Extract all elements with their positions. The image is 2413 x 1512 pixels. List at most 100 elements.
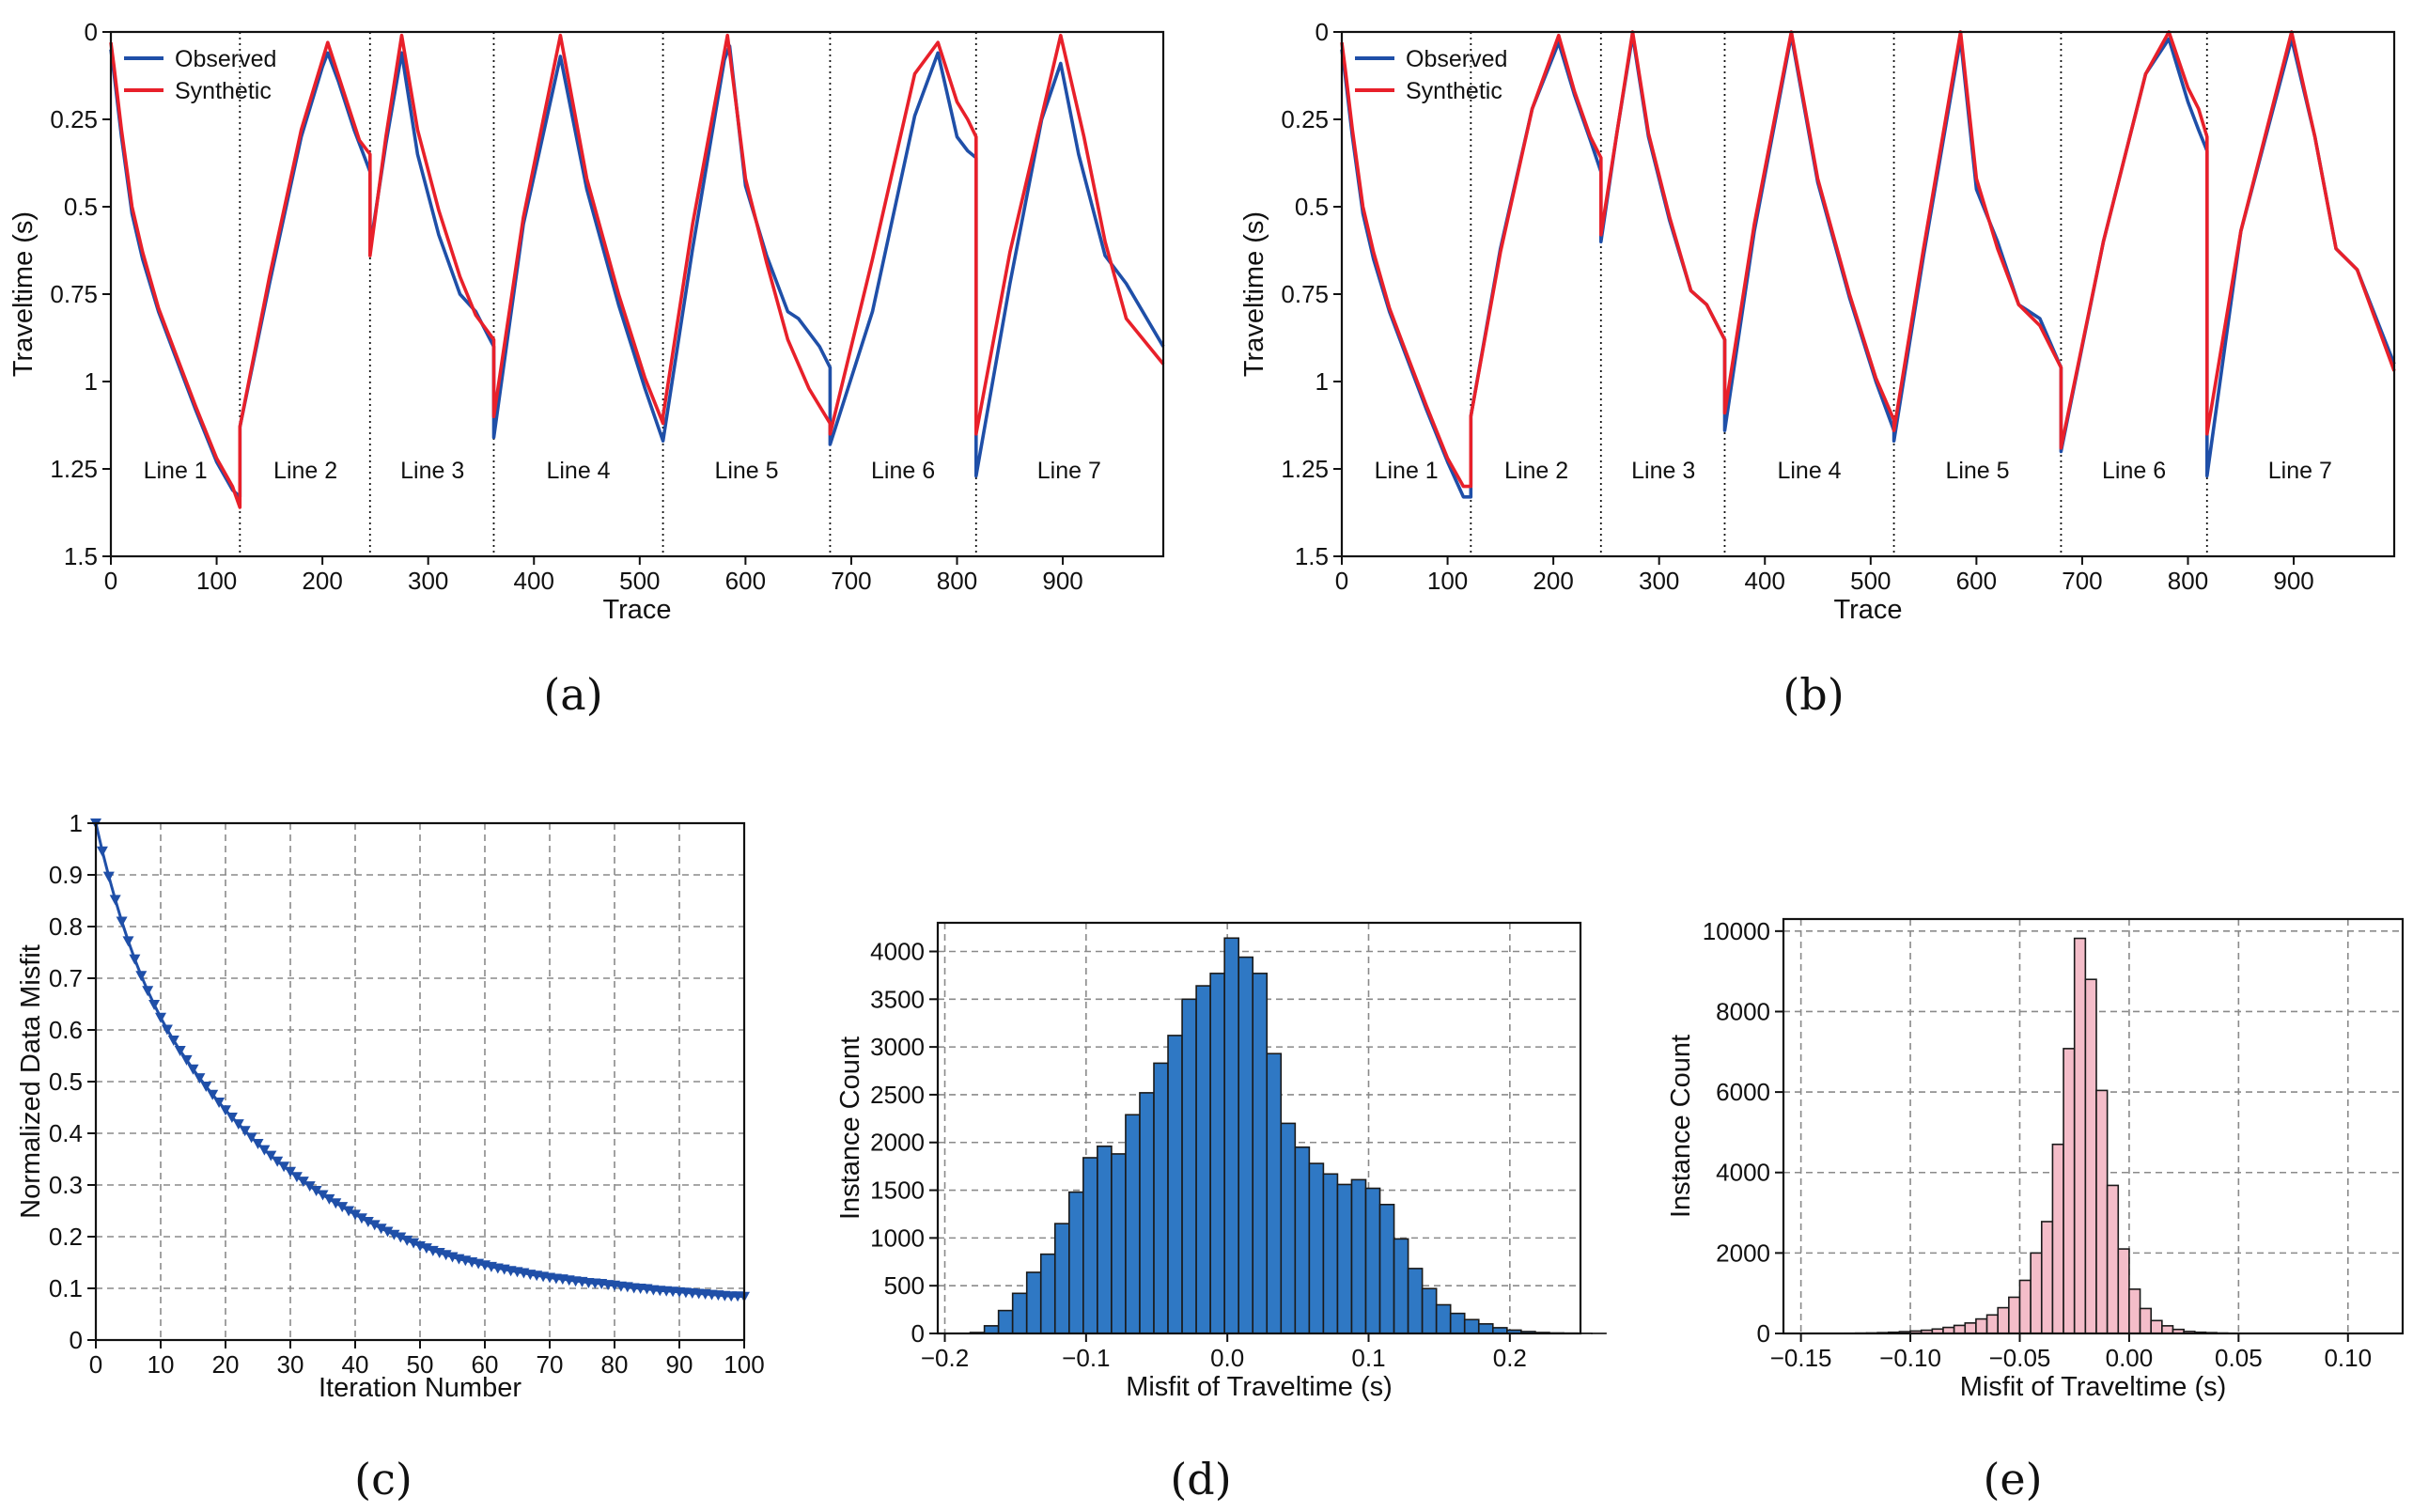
x-tick-label: 100 — [1427, 567, 1468, 595]
x-tick-label: 300 — [408, 567, 448, 595]
histogram-bar — [1449, 1312, 1466, 1334]
y-tick-label: 2500 — [870, 1081, 925, 1109]
y-tick-label: 0.75 — [1281, 280, 1329, 308]
histogram-bar — [2008, 1296, 2021, 1334]
y-tick-label: 4000 — [870, 937, 925, 965]
data-point-marker — [129, 954, 141, 965]
histogram-bar — [1378, 1204, 1395, 1334]
y-tick-label: 1500 — [870, 1177, 925, 1205]
y-tick-label: 0 — [1757, 1319, 1770, 1348]
y-tick-label: 0.1 — [49, 1274, 83, 1302]
y-tick-label: 0.9 — [49, 861, 83, 889]
histogram-bar — [2117, 1248, 2130, 1334]
x-tick-label: 200 — [302, 567, 342, 595]
y-tick-label: 0 — [70, 1326, 83, 1354]
line-label: Line 2 — [1504, 458, 1568, 484]
y-tick-label: 0.6 — [49, 1016, 83, 1044]
axes-frame — [1782, 917, 2405, 1335]
line-label: Line 4 — [1777, 458, 1841, 484]
y-tick-label: 0.7 — [49, 964, 83, 992]
x-tick-label: 400 — [514, 567, 554, 595]
histogram-bar — [2128, 1288, 2141, 1334]
data-point-marker — [109, 895, 121, 906]
histogram-bar — [2040, 1221, 2054, 1334]
x-axis-label: Trace — [1833, 595, 1902, 625]
x-tick-label: 0.1 — [1351, 1344, 1385, 1372]
histogram-bar — [1985, 1314, 2000, 1334]
y-axis-label: Normalized Data Misfit — [16, 944, 46, 1219]
y-tick-label: 0 — [85, 18, 98, 46]
x-tick-label: 400 — [1745, 567, 1785, 595]
histogram-bar — [2150, 1319, 2163, 1334]
x-tick-label: 0 — [1335, 567, 1348, 595]
histogram-bar — [1435, 1303, 1452, 1334]
histogram-bar — [1997, 1306, 2010, 1334]
data-point-marker — [362, 1217, 374, 1228]
y-tick-label: 1.25 — [50, 455, 98, 483]
data-point-marker — [285, 1166, 296, 1177]
histogram-bar — [1139, 1092, 1155, 1334]
x-tick-label: 100 — [196, 567, 237, 595]
data-point-marker — [395, 1232, 407, 1243]
y-tick-label: 0.25 — [50, 105, 98, 133]
x-tick-label: −0.1 — [1062, 1344, 1110, 1372]
x-tick-label: 100 — [724, 1350, 764, 1379]
panel-a-traveltime-comparison: Line 1 Line 2 Line 3 Line 4 Line 5 Line 6 Line… — [8, 18, 1165, 720]
histogram-bar — [1266, 1052, 1283, 1334]
histogram-bar — [2051, 1143, 2064, 1334]
line-label: Line 5 — [1945, 458, 2009, 484]
histogram-bar — [1025, 1271, 1042, 1334]
data-point-marker — [148, 1000, 161, 1011]
panel-caption: (a) — [543, 669, 602, 720]
x-tick-label: 200 — [1533, 567, 1573, 595]
histogram-bar — [1125, 1114, 1141, 1334]
histogram-bar — [1421, 1287, 1438, 1334]
x-tick-label: 50 — [407, 1350, 434, 1379]
histogram-bar — [2106, 1184, 2120, 1334]
y-axis-label: Instance Count — [835, 1037, 865, 1220]
histogram-bar — [1053, 1223, 1070, 1334]
histogram-bar — [1195, 985, 1211, 1334]
data-point-marker — [330, 1198, 342, 1209]
y-tick-label: 0.75 — [50, 280, 98, 308]
histogram-bar — [2095, 1089, 2109, 1334]
data-point-marker — [355, 1213, 367, 1224]
y-tick-label: 6000 — [1716, 1078, 1770, 1106]
series-line-synthetic — [109, 33, 1165, 509]
x-tick-label: 800 — [937, 567, 977, 595]
x-tick-label: 0.0 — [1210, 1344, 1244, 1372]
axes-frame — [94, 821, 746, 1342]
histogram-bar — [1975, 1317, 1988, 1334]
panel-caption: (b) — [1783, 669, 1844, 720]
histogram-bar — [2063, 1048, 2076, 1334]
y-tick-label: 500 — [884, 1271, 925, 1300]
histogram-bar — [983, 1325, 1000, 1334]
histogram-bar — [1238, 956, 1254, 1334]
x-tick-label: 0 — [104, 567, 117, 595]
data-point-marker — [297, 1177, 309, 1188]
histogram-bar — [1252, 973, 1269, 1334]
data-point-marker — [200, 1081, 212, 1092]
line-label: Line 7 — [2268, 458, 2332, 484]
y-tick-label: 2000 — [1716, 1239, 1770, 1267]
y-tick-label: 0 — [911, 1319, 925, 1348]
data-point-marker — [278, 1161, 290, 1173]
data-point-marker — [317, 1190, 329, 1201]
x-tick-label: −0.2 — [921, 1344, 969, 1372]
histogram-bar — [2030, 1252, 2043, 1334]
histogram-bar — [1463, 1318, 1480, 1334]
y-tick-label: 1.5 — [1295, 542, 1329, 570]
histogram-bar — [2073, 937, 2087, 1334]
legend-label-synthetic: Synthetic — [1406, 78, 1502, 104]
y-tick-label: 4000 — [1716, 1159, 1770, 1187]
y-tick-label: 1 — [85, 367, 98, 396]
histogram-bar — [1350, 1178, 1367, 1334]
axes-frame — [1340, 30, 2396, 558]
data-point-marker — [252, 1139, 264, 1149]
y-tick-label: 0.25 — [1281, 105, 1329, 133]
data-point-marker — [207, 1089, 219, 1100]
data-point-marker — [304, 1181, 316, 1192]
x-tick-label: 40 — [342, 1350, 369, 1379]
histogram-bar — [1167, 1035, 1183, 1334]
